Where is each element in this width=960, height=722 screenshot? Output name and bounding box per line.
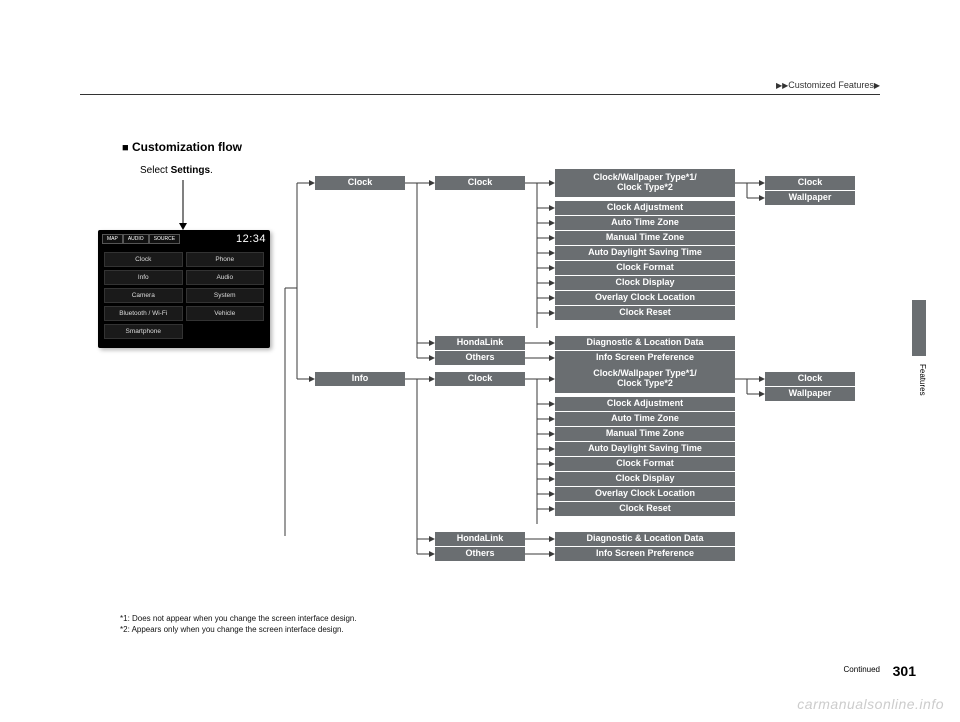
page-number: 301 <box>893 663 916 679</box>
node-dld: Diagnostic & Location Data <box>555 532 735 546</box>
shot-header: MAP AUDIO SOURCE 12:34 <box>98 230 270 248</box>
section-title: ■ Customization flow <box>122 140 242 154</box>
watermark: carmanualsonline.info <box>797 696 944 712</box>
footnotes: *1: Does not appear when you change the … <box>120 613 357 635</box>
shot-tab: MAP <box>102 234 123 244</box>
section-title-text: Customization flow <box>132 140 242 154</box>
node-adst: Auto Daylight Saving Time <box>555 246 735 260</box>
node-mtz: Manual Time Zone <box>555 427 735 441</box>
divider <box>80 94 880 95</box>
node-atz: Auto Time Zone <box>555 412 735 426</box>
node-others: Others <box>435 351 525 365</box>
node-cr: Clock Reset <box>555 306 735 320</box>
node-clock: Clock <box>765 176 855 190</box>
node-mtz: Manual Time Zone <box>555 231 735 245</box>
footnote-2: *2: Appears only when you change the scr… <box>120 624 357 635</box>
node-others: Others <box>435 547 525 561</box>
side-tab <box>912 300 926 356</box>
breadcrumb: ▶▶Customized Features▶ <box>776 80 880 90</box>
node-wallpaper: Wallpaper <box>765 387 855 401</box>
shot-tab: AUDIO <box>123 234 149 244</box>
shot-cell: Vehicle <box>186 306 265 321</box>
shot-cell: System <box>186 288 265 303</box>
node-ocl: Overlay Clock Location <box>555 487 735 501</box>
select-settings-text: Select Settings. <box>140 165 213 176</box>
shot-cell: Smartphone <box>104 324 183 339</box>
settings-screenshot: MAP AUDIO SOURCE 12:34 Clock Phone Info … <box>98 230 270 348</box>
node-cwt: Clock/Wallpaper Type*1/ Clock Type*2 <box>555 365 735 393</box>
node-clock: Clock <box>765 372 855 386</box>
flow-diagram: Clock Info Clock HondaLink Others Clock … <box>285 176 905 606</box>
shot-cell: Phone <box>186 252 265 267</box>
node-hondalink: HondaLink <box>435 532 525 546</box>
arrow-down-icon <box>178 180 188 230</box>
continued-label: Continued <box>844 665 880 674</box>
node-clock: Clock <box>435 176 525 190</box>
node-clock: Clock <box>315 176 405 190</box>
shot-cell: Clock <box>104 252 183 267</box>
node-cf: Clock Format <box>555 261 735 275</box>
shot-cell: Bluetooth / Wi-Fi <box>104 306 183 321</box>
footnote-1: *1: Does not appear when you change the … <box>120 613 357 624</box>
node-hondalink: HondaLink <box>435 336 525 350</box>
node-cd: Clock Display <box>555 276 735 290</box>
node-dld: Diagnostic & Location Data <box>555 336 735 350</box>
shot-cell: Camera <box>104 288 183 303</box>
node-adj: Clock Adjustment <box>555 201 735 215</box>
shot-tabs: MAP AUDIO SOURCE <box>102 234 180 244</box>
node-isp: Info Screen Preference <box>555 351 735 365</box>
node-cf: Clock Format <box>555 457 735 471</box>
node-cr: Clock Reset <box>555 502 735 516</box>
breadcrumb-text: Customized Features <box>788 80 874 90</box>
shot-tab: SOURCE <box>149 234 180 244</box>
node-cd: Clock Display <box>555 472 735 486</box>
node-adst: Auto Daylight Saving Time <box>555 442 735 456</box>
node-atz: Auto Time Zone <box>555 216 735 230</box>
node-ocl: Overlay Clock Location <box>555 291 735 305</box>
node-info: Info <box>315 372 405 386</box>
node-cwt: Clock/Wallpaper Type*1/ Clock Type*2 <box>555 169 735 197</box>
shot-cell: Audio <box>186 270 265 285</box>
node-isp: Info Screen Preference <box>555 547 735 561</box>
node-adj: Clock Adjustment <box>555 397 735 411</box>
square-icon: ■ <box>122 142 129 154</box>
shot-cell: Info <box>104 270 183 285</box>
shot-grid: Clock Phone Info Audio Camera System Blu… <box>98 248 270 345</box>
node-clock: Clock <box>435 372 525 386</box>
shot-time: 12:34 <box>236 233 266 245</box>
node-wallpaper: Wallpaper <box>765 191 855 205</box>
side-tab-label: Features <box>918 364 927 396</box>
chevron-icon: ▶ <box>874 81 880 90</box>
